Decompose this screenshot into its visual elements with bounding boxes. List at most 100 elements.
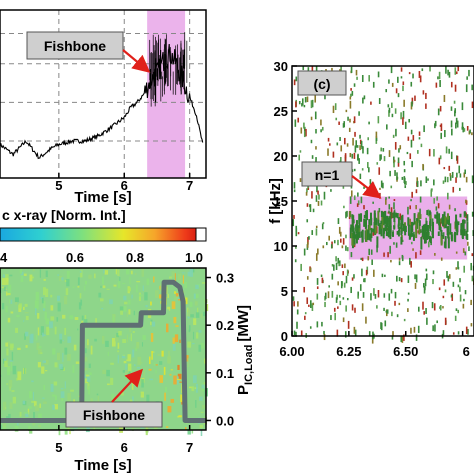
spectrogram-dot bbox=[338, 121, 340, 125]
spectrogram-dot bbox=[388, 110, 390, 117]
heatmap-cell bbox=[64, 347, 68, 355]
top-left-xtick-2: 7 bbox=[186, 178, 193, 193]
heatmap-cell bbox=[187, 308, 191, 317]
fishbone-callout-top-text: Fishbone bbox=[44, 38, 106, 54]
spectrogram-dot bbox=[439, 105, 442, 112]
spectrogram-dot bbox=[442, 295, 445, 299]
heatmap-cell bbox=[10, 362, 13, 372]
spectrogram-dot bbox=[370, 101, 372, 105]
spectrogram-dot bbox=[443, 167, 446, 170]
spectrogram-dot bbox=[433, 149, 435, 157]
heatmap-cell bbox=[173, 316, 177, 324]
n1-band-stroke bbox=[355, 234, 358, 239]
heatmap-cell bbox=[5, 274, 9, 282]
spectrogram-dot bbox=[357, 200, 360, 205]
spectrogram-dot bbox=[388, 196, 390, 199]
heatmap-cell bbox=[29, 274, 33, 282]
spectrogram-dot bbox=[416, 177, 419, 184]
spectrogram-dot bbox=[458, 165, 461, 174]
heatmap-cell bbox=[80, 269, 83, 278]
spectrogram-dot bbox=[422, 90, 425, 95]
spectrogram-dot bbox=[403, 169, 406, 173]
heatmap-cell bbox=[44, 370, 48, 372]
spectrogram-dot bbox=[407, 136, 410, 141]
heatmap-cell bbox=[62, 352, 64, 362]
spectrogram-dot bbox=[357, 192, 359, 197]
n1-band-stroke bbox=[388, 229, 391, 235]
heatmap-cell bbox=[83, 368, 88, 371]
heatmap-cell bbox=[136, 281, 141, 283]
heatmap-cell bbox=[22, 400, 26, 405]
spectrogram-dot bbox=[337, 218, 340, 224]
spectrogram-ytick-6: 30 bbox=[274, 59, 288, 74]
heatmap-cell bbox=[43, 385, 46, 391]
spectrogram-dot bbox=[314, 94, 317, 103]
heatmap-cell bbox=[1, 302, 5, 310]
spectrogram-dot bbox=[339, 231, 342, 237]
spectrogram-dot bbox=[398, 261, 401, 266]
spectrogram-dot bbox=[454, 67, 457, 75]
spectrogram-xticks: 6.00 6.25 6.50 6 bbox=[279, 331, 470, 359]
heatmap-cell bbox=[128, 309, 131, 315]
spectrogram-dot bbox=[400, 278, 403, 283]
spectrogram-dot bbox=[394, 291, 397, 299]
heatmap-cell bbox=[165, 286, 168, 294]
spectrogram-dot bbox=[464, 290, 467, 295]
spectrogram-dot bbox=[457, 261, 459, 270]
n1-band-stroke bbox=[389, 211, 392, 216]
n1-band-stroke bbox=[355, 220, 358, 228]
spectrogram-dot bbox=[334, 103, 337, 111]
heatmap-cell bbox=[102, 285, 106, 289]
spectrogram-dot bbox=[352, 137, 354, 146]
spectrogram-dot bbox=[362, 146, 364, 154]
spectrogram-dot bbox=[442, 180, 445, 184]
spectrogram-dot bbox=[322, 222, 325, 225]
spectrogram-dot bbox=[465, 212, 467, 219]
spectrogram-dot bbox=[464, 169, 466, 175]
heatmap-cell bbox=[159, 283, 163, 292]
heatmap-cell bbox=[146, 394, 150, 404]
spectrogram-dot bbox=[447, 192, 449, 200]
heatmap-cell bbox=[42, 332, 44, 337]
spectrogram-dot bbox=[407, 275, 410, 283]
heatmap-cell bbox=[25, 412, 29, 418]
heatmap-cell bbox=[170, 398, 175, 403]
spectrogram-dot bbox=[383, 252, 385, 257]
heatmap-cell bbox=[50, 316, 55, 321]
spectrogram-dot bbox=[315, 66, 318, 72]
spectrogram-dot bbox=[309, 204, 312, 213]
spectrogram-dot bbox=[370, 249, 373, 255]
spectrogram-dot bbox=[461, 122, 464, 128]
spectrogram-ytick-4: 20 bbox=[274, 149, 288, 164]
spectrogram-dot bbox=[295, 245, 297, 249]
heatmap-cell bbox=[59, 275, 63, 281]
heatmap-cell bbox=[10, 311, 14, 314]
n1-band-stroke bbox=[447, 225, 450, 239]
heatmap-cell bbox=[135, 347, 138, 352]
spectrogram-dot bbox=[314, 111, 317, 120]
spectrogram-dot bbox=[354, 224, 357, 232]
heatmap-cell bbox=[84, 280, 87, 285]
spectrogram-dot bbox=[345, 245, 347, 251]
n1-band-stroke bbox=[424, 231, 427, 244]
spectrogram-dot bbox=[306, 297, 309, 304]
spectrogram-dot bbox=[420, 143, 423, 148]
heatmap-cell bbox=[142, 285, 144, 292]
heatmap-cell bbox=[137, 377, 142, 386]
spectrogram-dot bbox=[310, 139, 313, 144]
spectrogram-dot bbox=[455, 71, 458, 75]
spectrogram-dot bbox=[303, 286, 306, 293]
spectrogram-dot bbox=[377, 290, 380, 298]
heatmap-cell bbox=[187, 341, 192, 348]
n1-band-stroke bbox=[393, 225, 396, 230]
spectrogram-dot bbox=[423, 283, 425, 288]
spectrogram-dot bbox=[455, 122, 457, 129]
spectrogram-dot bbox=[293, 79, 296, 86]
spectrogram-dot bbox=[293, 330, 296, 336]
spectrogram-dot bbox=[345, 211, 347, 219]
bottom-left-xlabel: Time [s] bbox=[74, 457, 131, 474]
heatmap-cell bbox=[9, 274, 13, 277]
heatmap-cell bbox=[173, 296, 178, 300]
spectrogram-dot bbox=[329, 143, 331, 146]
heatmap-cell bbox=[195, 399, 197, 408]
